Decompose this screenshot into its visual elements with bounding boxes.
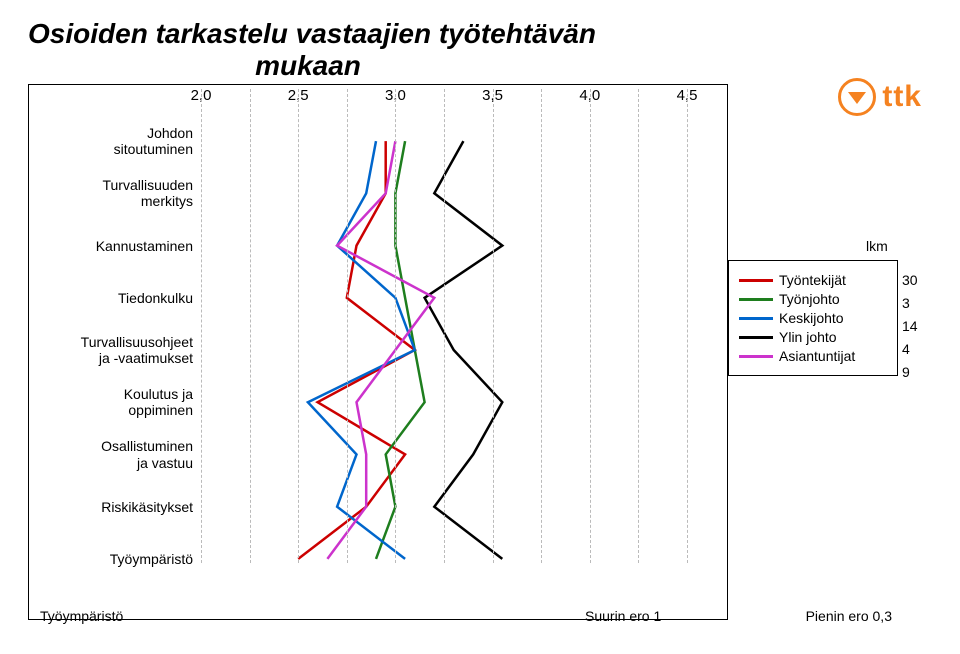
footer-left: Työympäristö xyxy=(40,608,123,624)
series-line xyxy=(425,141,503,559)
y-category-label: Kannustaminen xyxy=(35,238,193,254)
legend-row: Työntekijät xyxy=(739,272,887,288)
page-title-line2: mukaan xyxy=(28,50,588,82)
page-title-line1: Osioiden tarkastelu vastaajien työtehtäv… xyxy=(28,18,932,50)
y-category-label: Osallistuminenja vastuu xyxy=(35,438,193,470)
y-category-label: Työympäristö xyxy=(35,551,193,567)
legend-swatch xyxy=(739,298,773,301)
grid-line xyxy=(590,89,591,563)
grid-line xyxy=(687,89,688,563)
y-category-label: Turvallisuusohjeetja -vaatimukset xyxy=(35,334,193,366)
series-line xyxy=(308,141,415,559)
logo-mark-icon xyxy=(838,78,876,116)
grid-line xyxy=(638,89,639,563)
chevron-down-icon xyxy=(848,92,866,104)
legend-row: Työnjohto xyxy=(739,291,887,307)
lkm-column: 3031449 xyxy=(902,272,922,387)
page: Osioiden tarkastelu vastaajien työtehtäv… xyxy=(0,0,960,654)
lkm-value: 3 xyxy=(902,295,922,318)
legend-label: Asiantuntijat xyxy=(779,348,855,364)
grid-line xyxy=(250,89,251,563)
legend-swatch xyxy=(739,355,773,358)
grid-line xyxy=(395,89,396,563)
grid-line xyxy=(493,89,494,563)
lkm-value: 9 xyxy=(902,364,922,387)
legend-row: Ylin johto xyxy=(739,329,887,345)
plot-area xyxy=(201,89,687,589)
y-category-label: Riskikäsitykset xyxy=(35,499,193,515)
y-category-label: Turvallisuudenmerkitys xyxy=(35,177,193,209)
legend-label: Työnjohto xyxy=(779,291,840,307)
grid-line xyxy=(347,89,348,563)
lkm-value: 4 xyxy=(902,341,922,364)
grid-line xyxy=(444,89,445,563)
y-category-label: Koulutus jaoppiminen xyxy=(35,386,193,418)
footer-mid: Suurin ero 1 xyxy=(585,608,661,624)
logo-text: ttk xyxy=(882,80,922,114)
legend: Työntekijät Työnjohto Keskijohto Ylin johto… xyxy=(728,260,898,376)
legend-swatch xyxy=(739,279,773,282)
grid-line xyxy=(298,89,299,563)
legend-row: Keskijohto xyxy=(739,310,887,326)
footer-right: Pienin ero 0,3 xyxy=(806,608,892,624)
y-category-label: Tiedonkulku xyxy=(35,290,193,306)
legend-swatch xyxy=(739,336,773,339)
series-line xyxy=(376,141,425,559)
legend-label: Keskijohto xyxy=(779,310,844,326)
logo: ttk xyxy=(838,78,922,116)
legend-swatch xyxy=(739,317,773,320)
grid-line xyxy=(201,89,202,563)
lkm-value: 14 xyxy=(902,318,922,341)
legend-row: Asiantuntijat xyxy=(739,348,887,364)
legend-label: Ylin johto xyxy=(779,329,837,345)
series-line xyxy=(298,141,415,559)
lkm-value: 30 xyxy=(902,272,922,295)
y-category-label: Johdonsitoutuminen xyxy=(35,125,193,157)
chart-frame: 2,02,53,03,54,04,5 JohdonsitoutuminenTur… xyxy=(28,84,728,620)
legend-label: Työntekijät xyxy=(779,272,846,288)
y-axis-labels: Johdonsitoutuminen Turvallisuudenmerkitys… xyxy=(35,89,199,589)
grid-line xyxy=(541,89,542,563)
lkm-header: lkm xyxy=(866,238,896,254)
